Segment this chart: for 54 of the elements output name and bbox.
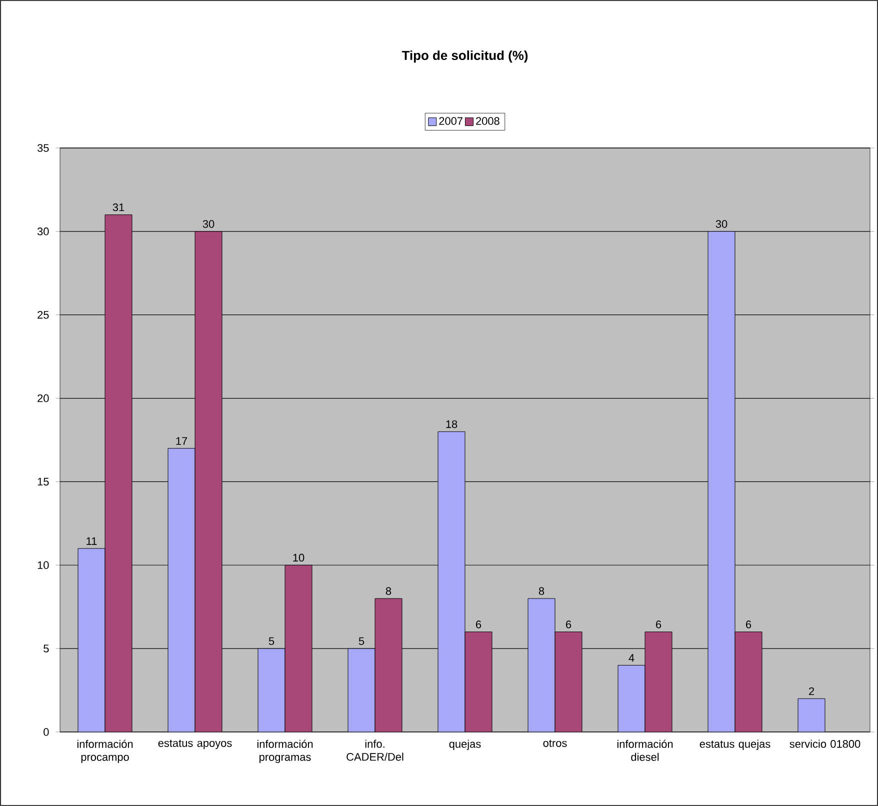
y-tick-label: 5	[44, 644, 49, 652]
bar	[618, 664, 646, 732]
bar	[438, 431, 466, 732]
data-label: 6	[566, 620, 572, 628]
data-label: 6	[476, 620, 482, 628]
x-tick-label: información diesel	[617, 740, 673, 761]
bar	[734, 632, 762, 732]
x-tick-label: otros	[543, 740, 567, 747]
x-tick-label: información programas	[257, 740, 313, 764]
y-tick-label: 10	[38, 561, 49, 570]
bar	[528, 598, 556, 732]
x-tick-label: estatus apoyos	[158, 740, 232, 750]
legend-label: 2008	[476, 117, 500, 125]
y-tick-label: 15	[38, 478, 49, 486]
data-label: 30	[716, 220, 728, 228]
data-label: 10	[293, 554, 304, 562]
bar	[284, 564, 312, 732]
bar	[168, 448, 196, 732]
x-tick-label: info. CADER/Del	[346, 740, 404, 761]
bar	[708, 231, 736, 732]
bar	[644, 632, 672, 732]
data-label: 31	[112, 203, 124, 212]
bar	[194, 231, 222, 732]
data-label: 4	[628, 654, 634, 662]
data-label: 6	[656, 620, 662, 628]
y-tick-label: 30	[37, 228, 49, 236]
y-tick-label: 20	[38, 394, 49, 402]
data-label: 30	[202, 220, 214, 228]
data-label: 6	[746, 620, 752, 628]
x-tick-label: estatus quejas	[700, 740, 770, 750]
legend-label: 2007	[439, 117, 462, 125]
x-tick-label: quejas	[449, 740, 481, 750]
data-label: 17	[176, 437, 188, 445]
data-label: 5	[358, 637, 364, 645]
bar	[78, 548, 106, 732]
data-label: 5	[268, 637, 274, 645]
y-tick-label: 0	[44, 728, 49, 736]
bar	[104, 214, 132, 732]
x-tick-label: servicio 01800	[790, 740, 860, 748]
chart-title: Tipo de solicitud (%)	[402, 50, 528, 63]
data-label: 8	[538, 587, 544, 595]
x-tick-label: información procampo	[77, 740, 133, 764]
y-tick-label: 35	[37, 144, 49, 152]
bar	[374, 598, 402, 732]
bar	[554, 632, 582, 732]
y-tick-label: 25	[38, 310, 49, 319]
data-label: 18	[446, 420, 458, 428]
data-label: 8	[386, 587, 392, 595]
bar	[258, 648, 286, 732]
bar	[464, 632, 492, 732]
data-label: 2	[809, 687, 814, 696]
data-label: 11	[86, 537, 97, 545]
bar	[348, 648, 376, 732]
bar	[798, 698, 826, 732]
